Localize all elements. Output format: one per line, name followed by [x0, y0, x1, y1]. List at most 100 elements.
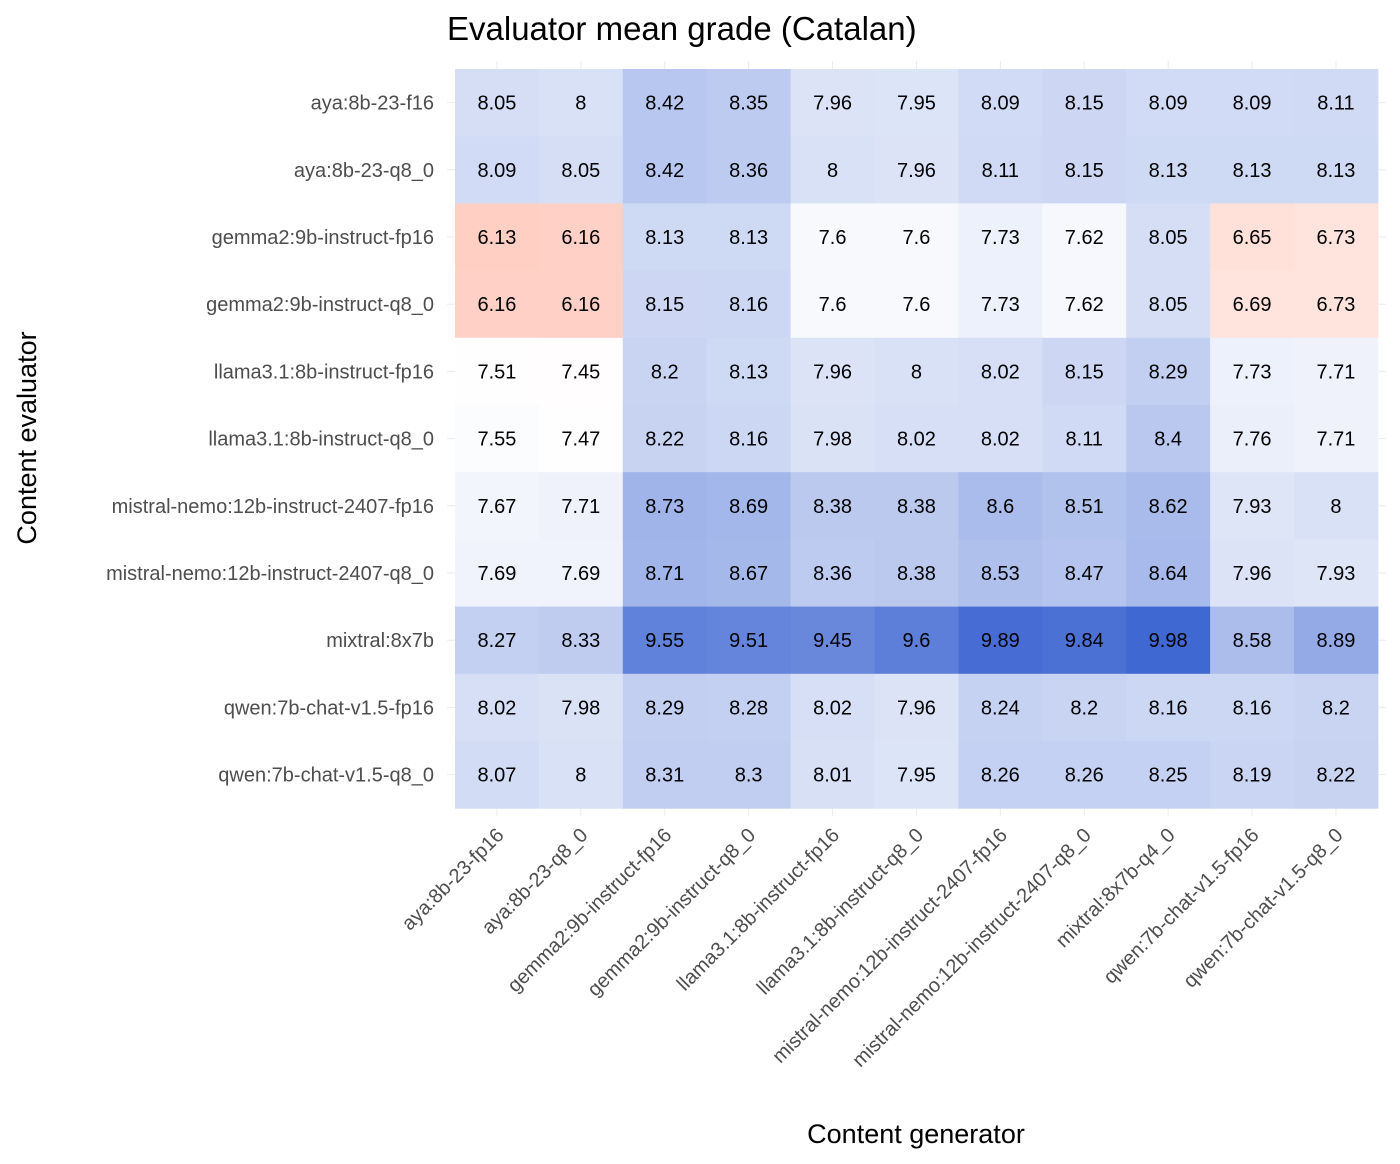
cell-value-label: 8.3	[735, 765, 763, 787]
cell-value-label: 9.45	[813, 630, 852, 652]
cell-value-label: 8.26	[1065, 765, 1104, 787]
heatmap-cell	[455, 472, 540, 540]
cell-value-label: 8.09	[981, 93, 1020, 115]
heatmap-cell	[455, 203, 540, 272]
heatmap-cell	[622, 606, 708, 675]
heatmap-cell	[790, 673, 875, 742]
cell-value-label: 8	[911, 361, 922, 383]
heatmap-cell	[706, 405, 792, 473]
cell-value-label: 7.6	[819, 294, 847, 316]
heatmap-cell	[1294, 270, 1379, 339]
heatmap-cell	[1126, 606, 1211, 675]
heatmap-cell	[538, 405, 624, 473]
heatmap-cell	[1126, 405, 1211, 473]
heatmap-cell	[538, 69, 624, 137]
heatmap-cell	[706, 203, 792, 272]
cell-value-label: 8.22	[1316, 765, 1355, 787]
heatmap-cell	[1294, 673, 1379, 742]
heatmap-cell	[1042, 539, 1127, 608]
y-axis-tick-labels: aya:8b-23-f16 aya:8b-23-q8_0 gemma2:9b-ins…	[106, 93, 434, 787]
heatmap-cell	[958, 337, 1043, 406]
cell-value-label: 7.95	[897, 765, 936, 787]
heatmap-cell	[1210, 539, 1295, 608]
cell-value-label: 8.36	[813, 563, 852, 585]
heatmap-cell	[1210, 136, 1295, 204]
cell-value-label: 7.69	[561, 563, 600, 585]
cell-value-label: 8.09	[1233, 93, 1272, 115]
cell-value-label: 8.38	[813, 496, 852, 518]
cell-value-label: 8.31	[645, 765, 684, 787]
cell-value-label: 8.36	[729, 160, 768, 182]
cell-value-label: 7.98	[813, 429, 852, 451]
cell-value-label: 7.96	[897, 697, 936, 719]
heatmap-cell	[706, 136, 792, 204]
heatmap-cell	[1294, 69, 1379, 137]
cell-value-label: 8.53	[981, 563, 1020, 585]
cell-value-label: 8.05	[1149, 294, 1188, 316]
heatmap-cell	[1210, 606, 1295, 675]
heatmap-cell	[455, 673, 540, 742]
y-tick-label: llama3.1:8b-instruct-fp16	[214, 361, 434, 383]
heatmap-cell	[1210, 741, 1295, 809]
heatmap-cell	[1126, 337, 1211, 406]
y-tick-label: aya:8b-23-q8_0	[294, 160, 434, 182]
heatmap-cell	[706, 472, 792, 540]
heatmap-cell	[1042, 203, 1127, 272]
cell-value-label: 8.07	[477, 765, 516, 787]
heatmap-cell	[1126, 136, 1211, 204]
cell-value-label: 8.02	[477, 697, 516, 719]
cell-value-label: 7.71	[1316, 429, 1355, 451]
cell-value-label: 7.62	[1065, 227, 1104, 249]
cell-value-label: 9.6	[903, 630, 931, 652]
cell-value-label: 8.64	[1149, 563, 1188, 585]
cell-value-label: 8	[1330, 496, 1341, 518]
heatmap-cell	[622, 472, 708, 540]
cell-value-label: 7.73	[981, 227, 1020, 249]
cell-value-label: 8.15	[645, 294, 684, 316]
cell-value-label: 7.71	[1316, 361, 1355, 383]
cell-value-labels: 8.05 8 8.42 8.35 7.96 7.95 8.09 8.15 8.09 8.09 8.1…	[477, 93, 1355, 787]
cell-value-label: 9.84	[1065, 630, 1104, 652]
cell-value-label: 8.67	[729, 563, 768, 585]
cell-value-label: 7.95	[897, 93, 936, 115]
cell-value-label: 6.65	[1233, 227, 1272, 249]
heatmap-cell	[790, 405, 875, 473]
cell-value-label: 9.89	[981, 630, 1020, 652]
heatmap-cell	[1294, 136, 1379, 204]
cell-value-label: 8.38	[897, 563, 936, 585]
cell-value-label: 8.25	[1149, 765, 1188, 787]
cell-value-label: 6.16	[561, 294, 600, 316]
heatmap-cell	[1294, 472, 1379, 540]
heatmap-cell	[538, 539, 624, 608]
heatmap-cell	[1210, 203, 1295, 272]
heatmap-cell	[874, 69, 959, 137]
heatmap-cell	[706, 539, 792, 608]
heatmap-cell	[622, 270, 708, 339]
cell-value-label: 8.11	[1066, 429, 1103, 451]
heatmap-cell	[958, 673, 1043, 742]
heatmap-cell	[1294, 337, 1379, 406]
heatmap-cell	[1126, 203, 1211, 272]
cell-value-label: 8.11	[982, 160, 1019, 182]
heatmap-cell	[1042, 136, 1127, 204]
cell-value-label: 8.58	[1233, 630, 1272, 652]
y-tick-label: mixtral:8x7b	[326, 630, 434, 652]
heatmap-cell	[958, 606, 1043, 675]
heatmap-cell	[622, 136, 708, 204]
cell-value-label: 8.29	[1149, 361, 1188, 383]
chart-title: Evaluator mean grade (Catalan)	[447, 10, 917, 47]
heatmap-cell	[1042, 337, 1127, 406]
heatmap-cell	[538, 136, 624, 204]
cell-value-label: 8.15	[1065, 160, 1104, 182]
cell-value-label: 8.71	[645, 563, 684, 585]
cell-value-label: 7.96	[897, 160, 936, 182]
heatmap-cell	[1210, 673, 1295, 742]
heatmap-cell	[790, 136, 875, 204]
heatmap-cell	[1042, 472, 1127, 540]
heatmap-cell	[874, 539, 959, 608]
cell-value-label: 6.16	[561, 227, 600, 249]
cell-value-label: 6.73	[1316, 227, 1355, 249]
heatmap-cell	[538, 270, 624, 339]
heatmap-cell	[706, 673, 792, 742]
cell-value-label: 8.05	[561, 160, 600, 182]
